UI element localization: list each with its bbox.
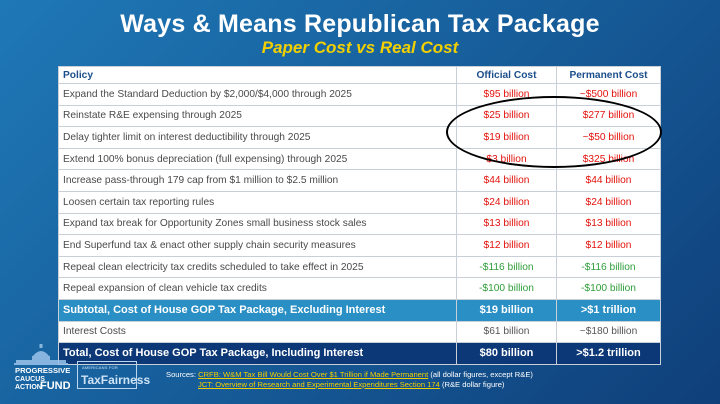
column-header-permanent-cost: Permanent Cost	[556, 66, 661, 84]
subtotal-row: Subtotal, Cost of House GOP Tax Package,…	[58, 298, 661, 322]
permanent-cost-cell: $24 billion	[556, 190, 661, 214]
table-header-row: Policy Official Cost Permanent Cost	[58, 66, 661, 84]
policy-cell: End Superfund tax & enact other supply c…	[58, 234, 457, 257]
interest-permanent-cost: ~$180 billion	[556, 320, 661, 344]
sources-note: Sources: CRFB: W&M Tax Bill Would Cost O…	[166, 370, 533, 390]
interest-official-cost: $61 billion	[456, 320, 557, 344]
table-row: End Superfund tax & enact other supply c…	[58, 234, 661, 257]
total-permanent-cost: >$1.2 trillion	[556, 342, 661, 365]
permanent-cost-cell: $12 billion	[556, 234, 661, 257]
permanent-cost-cell: $44 billion	[556, 169, 661, 192]
official-cost-cell: $3 billion	[456, 147, 557, 171]
official-cost-cell: $24 billion	[456, 190, 557, 214]
logo-text-action: ACTION	[15, 384, 42, 391]
subtotal-official-cost: $19 billion	[456, 298, 557, 322]
slide-title: Ways & Means Republican Tax Package	[120, 10, 600, 38]
official-cost-cell: $12 billion	[456, 234, 557, 257]
sources-label: Sources:	[166, 370, 196, 379]
official-cost-cell: $44 billion	[456, 169, 557, 192]
tax-cost-table: Policy Official Cost Permanent Cost Expa…	[58, 66, 661, 365]
official-cost-cell: $25 billion	[456, 104, 557, 128]
table-row: Extend 100% bonus depreciation (full exp…	[58, 147, 661, 171]
official-cost-cell: -$100 billion	[456, 277, 557, 300]
official-cost-cell: $19 billion	[456, 126, 557, 149]
progressive-caucus-action-fund-logo: PROGRESSIVE CAUCUS ACTION FUND	[14, 344, 70, 392]
table-row: Expand the Standard Deduction by $2,000/…	[58, 83, 661, 106]
total-row: Total, Cost of House GOP Tax Package, In…	[58, 342, 661, 365]
official-cost-cell: -$116 billion	[456, 255, 557, 279]
policy-cell: Repeal expansion of clean vehicle tax cr…	[58, 277, 457, 300]
interest-row: Interest Costs $61 billion ~$180 billion	[58, 320, 661, 344]
policy-cell: Delay tighter limit on interest deductib…	[58, 126, 457, 149]
permanent-cost-cell: ~$500 billion	[556, 83, 661, 106]
crfb-source-link[interactable]: CRFB: W&M Tax Bill Would Cost Over $1 Tr…	[198, 370, 429, 379]
jct-source-note: (R&E dollar figure)	[441, 380, 505, 389]
permanent-cost-cell: $277 billion	[556, 104, 661, 128]
total-official-cost: $80 billion	[456, 342, 557, 365]
logo-text-fund: FUND	[40, 380, 70, 392]
table-row: Increase pass-through 179 cap from $1 mi…	[58, 169, 661, 192]
policy-cell: Expand tax break for Opportunity Zones s…	[58, 212, 457, 236]
interest-label: Interest Costs	[58, 320, 457, 344]
logo-text-caucus: CAUCUS	[15, 376, 45, 383]
policy-cell: Increase pass-through 179 cap from $1 mi…	[58, 169, 457, 192]
logo-text-americans-for: AMERICANS FOR	[82, 365, 118, 370]
table-row: Loosen certain tax reporting rules $24 b…	[58, 190, 661, 214]
policy-cell: Repeal clean electricity tax credits sch…	[58, 255, 457, 279]
permanent-cost-cell: -$100 billion	[556, 277, 661, 300]
slide-subtitle: Paper Cost vs Real Cost	[261, 38, 459, 57]
permanent-cost-cell: -$116 billion	[556, 255, 661, 279]
policy-cell: Expand the Standard Deduction by $2,000/…	[58, 83, 457, 106]
logo-text-taxfairness: TaxFairness	[81, 373, 151, 387]
official-cost-cell: $13 billion	[456, 212, 557, 236]
table-row: Repeal expansion of clean vehicle tax cr…	[58, 277, 661, 300]
crfb-source-note: (all dollar figures, except R&E)	[430, 370, 533, 379]
table-row: Repeal clean electricity tax credits sch…	[58, 255, 661, 279]
logo-text-progressive: PROGRESSIVE	[15, 366, 70, 375]
americans-for-tax-fairness-logo: AMERICANS FOR TaxFairness	[77, 361, 150, 389]
policy-cell: Loosen certain tax reporting rules	[58, 190, 457, 214]
jct-source-link[interactable]: JCT: Overview of Research and Experiment…	[198, 380, 440, 389]
table-row: Reinstate R&E expensing through 2025 $25…	[58, 104, 661, 128]
column-header-official-cost: Official Cost	[456, 66, 557, 84]
permanent-cost-cell: ~$50 billion	[556, 126, 661, 149]
table-row: Delay tighter limit on interest deductib…	[58, 126, 661, 149]
subtotal-permanent-cost: >$1 trillion	[556, 298, 661, 322]
capitol-dome-icon	[14, 344, 68, 365]
official-cost-cell: $95 billion	[456, 83, 557, 106]
policy-cell: Reinstate R&E expensing through 2025	[58, 104, 457, 128]
permanent-cost-cell: $13 billion	[556, 212, 661, 236]
column-header-policy: Policy	[58, 66, 457, 84]
subtotal-label: Subtotal, Cost of House GOP Tax Package,…	[58, 298, 457, 322]
table-row: Expand tax break for Opportunity Zones s…	[58, 212, 661, 236]
permanent-cost-cell: $325 billion	[556, 147, 661, 171]
total-label: Total, Cost of House GOP Tax Package, In…	[58, 342, 457, 365]
policy-cell: Extend 100% bonus depreciation (full exp…	[58, 147, 457, 171]
